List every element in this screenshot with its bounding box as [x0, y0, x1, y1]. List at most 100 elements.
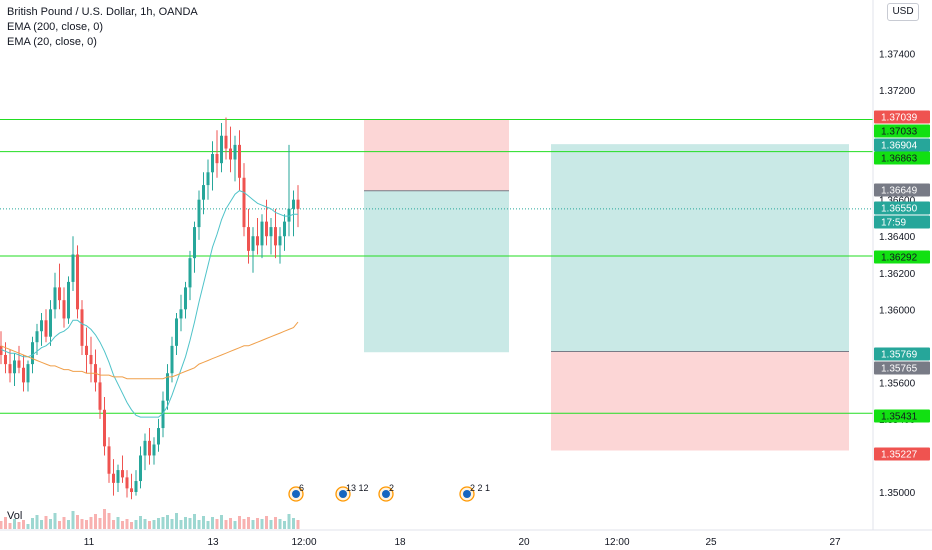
price-tag-label: 17:59 [881, 218, 906, 229]
event-count: 13 12 [346, 483, 369, 493]
volume-bar [233, 521, 237, 529]
volume-bar [44, 516, 48, 529]
volume-bar [17, 522, 21, 529]
candle-body [71, 254, 75, 282]
price-tag-label: 1.36649 [881, 186, 918, 197]
volume-bar [188, 518, 192, 529]
volume-bar [148, 521, 151, 529]
volume-bar [143, 519, 147, 529]
price-tag-label: 1.35431 [881, 412, 918, 423]
price-tick-label: 1.36200 [879, 269, 916, 280]
volume-bar [134, 520, 138, 529]
symbol-title[interactable]: British Pound / U.S. Dollar, 1h, OANDA [7, 6, 198, 18]
candle-body [278, 236, 282, 246]
volume-bar [8, 523, 12, 529]
volume-bar [4, 517, 7, 529]
short-target-zone [364, 190, 509, 353]
volume-bar [220, 515, 223, 529]
price-tag [874, 250, 930, 264]
volume-bar [292, 518, 295, 529]
volume-bar [13, 519, 16, 529]
candle-body [296, 199, 300, 209]
candle-body [292, 199, 295, 209]
volume-bar [166, 515, 169, 529]
candle-body [202, 185, 205, 200]
candle-body [211, 154, 214, 173]
volume-bar [85, 520, 88, 529]
event-count: 6 [299, 483, 304, 493]
candle-body [157, 428, 160, 445]
volume-bar [283, 521, 286, 529]
candle-body [265, 221, 268, 237]
candle-body [220, 135, 223, 164]
candle-body [13, 360, 16, 374]
volume-bar [62, 517, 66, 529]
price-tag-label: 1.36292 [881, 253, 918, 264]
long-target-zone [551, 144, 849, 352]
candle-body [260, 221, 264, 246]
volume-bars [0, 509, 300, 529]
candle-body [238, 144, 241, 178]
ema20-line [0, 190, 298, 418]
volume-bar [238, 516, 241, 529]
volume-bar [89, 517, 93, 529]
volume-bar [175, 513, 178, 529]
candle-body [224, 135, 228, 149]
price-tag [874, 183, 930, 197]
candle-body [143, 440, 147, 456]
price-tag-label: 1.36550 [881, 204, 918, 215]
price-tag-label: 1.36904 [881, 141, 918, 152]
candle-body [62, 300, 66, 319]
volume-bar [76, 515, 79, 529]
candle-body [80, 309, 84, 346]
candle-body [26, 364, 30, 383]
long-stop-zone [551, 351, 849, 451]
volume-bar [67, 520, 70, 529]
candle-body [193, 227, 196, 259]
price-tick-label: 1.36000 [879, 305, 916, 316]
candle-body [287, 208, 291, 222]
flag-icon [463, 490, 471, 498]
short-stop-zone [364, 119, 509, 191]
ema20-legend[interactable]: EMA (20, close, 0) [7, 36, 97, 48]
candle-body [152, 444, 156, 456]
time-tick-label: 18 [394, 537, 406, 548]
candle-body [184, 287, 187, 310]
volume-bar [215, 519, 219, 529]
economic-events[interactable]: 6 13 12 2 2 2 1 [288, 483, 490, 502]
volume-bar [40, 520, 43, 529]
price-tag [874, 151, 930, 165]
volume-bar [274, 517, 277, 529]
volume-bar [53, 513, 57, 529]
candle-body [44, 320, 48, 337]
volume-bar [0, 521, 3, 529]
candle-body [197, 199, 201, 228]
candlestick-series [0, 117, 300, 500]
volume-bar [130, 522, 133, 529]
time-axis[interactable]: 11 13 12:00 18 20 12:00 25 27 [84, 537, 841, 548]
volume-bar [184, 517, 187, 529]
candle-body [166, 373, 169, 401]
price-tag [874, 138, 930, 152]
volume-bar [49, 519, 52, 529]
volume-bar [224, 520, 228, 529]
price-tag [874, 215, 930, 229]
candle-body [8, 364, 12, 374]
candle-body [17, 360, 21, 368]
volume-bar [157, 518, 160, 529]
volume-bar [58, 521, 61, 529]
volume-bar [247, 517, 250, 529]
volume-bar [265, 516, 268, 529]
candle-body [274, 227, 277, 246]
volume-bar [161, 517, 165, 529]
currency-button[interactable]: USD [887, 3, 919, 21]
price-tick-label: 1.35000 [879, 488, 916, 499]
candle-body [0, 345, 3, 355]
candle-body [170, 345, 174, 374]
price-tick-label: 1.35600 [879, 378, 916, 389]
ema200-legend[interactable]: EMA (200, close, 0) [7, 21, 103, 33]
price-tag-label: 1.35765 [881, 364, 918, 375]
volume-bar [202, 516, 205, 529]
candle-body [31, 342, 34, 365]
